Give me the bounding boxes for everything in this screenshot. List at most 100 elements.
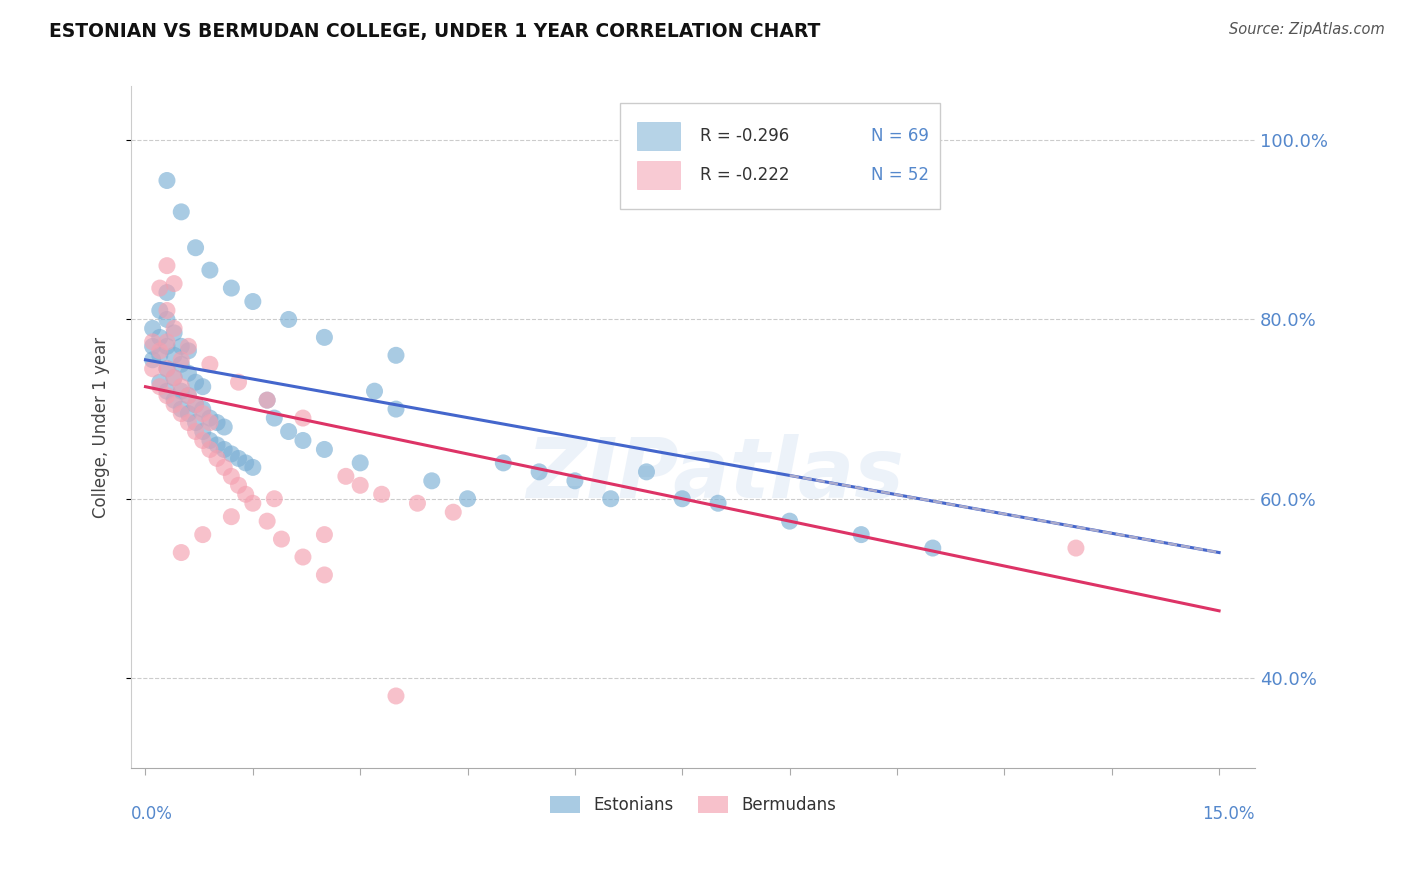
Text: 0.0%: 0.0% bbox=[131, 805, 173, 823]
Point bbox=[191, 402, 214, 417]
Point bbox=[170, 407, 193, 421]
Point bbox=[564, 474, 586, 488]
Text: ESTONIAN VS BERMUDAN COLLEGE, UNDER 1 YEAR CORRELATION CHART: ESTONIAN VS BERMUDAN COLLEGE, UNDER 1 YE… bbox=[49, 22, 821, 41]
Text: R = -0.222: R = -0.222 bbox=[700, 166, 789, 184]
Point bbox=[492, 456, 515, 470]
Point bbox=[184, 398, 207, 412]
Point bbox=[198, 263, 221, 277]
Point bbox=[191, 407, 214, 421]
Legend: Estonians, Bermudans: Estonians, Bermudans bbox=[543, 789, 844, 821]
Point bbox=[163, 348, 186, 362]
Point bbox=[170, 380, 193, 394]
Point bbox=[242, 294, 264, 309]
Point bbox=[170, 205, 193, 219]
Point bbox=[163, 393, 186, 408]
Point bbox=[142, 339, 165, 353]
Y-axis label: College, Under 1 year: College, Under 1 year bbox=[93, 336, 110, 517]
Text: Source: ZipAtlas.com: Source: ZipAtlas.com bbox=[1229, 22, 1385, 37]
Point bbox=[256, 393, 278, 408]
Point bbox=[163, 321, 186, 335]
Point bbox=[156, 361, 179, 376]
Point bbox=[163, 277, 186, 291]
Point bbox=[221, 469, 243, 483]
Point bbox=[149, 343, 172, 358]
Point bbox=[205, 438, 228, 452]
Point bbox=[671, 491, 693, 506]
Point bbox=[163, 370, 186, 384]
Point bbox=[349, 478, 371, 492]
Point bbox=[156, 173, 179, 187]
Text: N = 52: N = 52 bbox=[870, 166, 929, 184]
Point bbox=[149, 330, 172, 344]
Point bbox=[921, 541, 943, 555]
Point bbox=[170, 402, 193, 417]
Point bbox=[177, 389, 200, 403]
Point bbox=[212, 420, 235, 434]
Point bbox=[177, 389, 200, 403]
Point bbox=[156, 389, 179, 403]
Point bbox=[212, 442, 235, 457]
Point bbox=[149, 380, 172, 394]
Point bbox=[184, 425, 207, 439]
Point bbox=[228, 451, 250, 466]
Point bbox=[457, 491, 479, 506]
Point bbox=[235, 487, 257, 501]
Point bbox=[851, 527, 873, 541]
Point bbox=[142, 321, 165, 335]
Point bbox=[291, 549, 314, 564]
Point bbox=[156, 361, 179, 376]
Point bbox=[270, 532, 292, 546]
Point bbox=[149, 375, 172, 389]
Point bbox=[163, 398, 186, 412]
Point bbox=[156, 303, 179, 318]
Point bbox=[191, 527, 214, 541]
Point bbox=[177, 339, 200, 353]
Point bbox=[441, 505, 464, 519]
FancyBboxPatch shape bbox=[637, 122, 679, 150]
FancyBboxPatch shape bbox=[620, 103, 941, 209]
Text: N = 69: N = 69 bbox=[872, 127, 929, 145]
Point bbox=[177, 366, 200, 380]
Point bbox=[163, 326, 186, 340]
Point bbox=[191, 380, 214, 394]
Point bbox=[142, 352, 165, 367]
Point bbox=[314, 442, 336, 457]
Point bbox=[277, 425, 299, 439]
Point bbox=[184, 398, 207, 412]
Point bbox=[420, 474, 443, 488]
Point bbox=[170, 545, 193, 559]
Point bbox=[184, 241, 207, 255]
Point bbox=[156, 334, 179, 349]
Point bbox=[177, 416, 200, 430]
Point bbox=[363, 384, 385, 399]
Point bbox=[198, 411, 221, 425]
Point bbox=[170, 384, 193, 399]
Point bbox=[314, 527, 336, 541]
Point bbox=[636, 465, 658, 479]
Point bbox=[142, 361, 165, 376]
Point bbox=[228, 478, 250, 492]
Point bbox=[1064, 541, 1087, 555]
Point bbox=[198, 416, 221, 430]
Point bbox=[198, 434, 221, 448]
Point bbox=[263, 491, 285, 506]
Point bbox=[314, 568, 336, 582]
Point bbox=[198, 357, 221, 371]
Point bbox=[335, 469, 357, 483]
Point bbox=[242, 460, 264, 475]
Point bbox=[184, 416, 207, 430]
Point bbox=[205, 416, 228, 430]
Point bbox=[149, 281, 172, 295]
Point bbox=[385, 348, 408, 362]
Point bbox=[184, 375, 207, 389]
Point bbox=[177, 407, 200, 421]
Point bbox=[205, 451, 228, 466]
Point bbox=[228, 375, 250, 389]
Point bbox=[170, 357, 193, 371]
Point bbox=[156, 285, 179, 300]
Point bbox=[221, 509, 243, 524]
Point bbox=[198, 442, 221, 457]
Point bbox=[779, 514, 801, 528]
Point bbox=[191, 425, 214, 439]
Point bbox=[256, 393, 278, 408]
